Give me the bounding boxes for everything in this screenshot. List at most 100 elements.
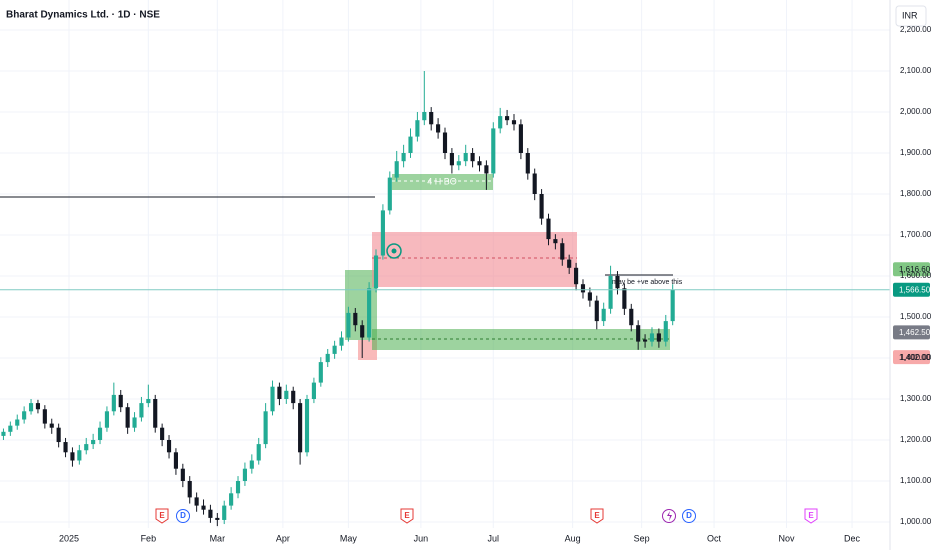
candle-body xyxy=(532,173,537,194)
candle-body xyxy=(201,505,206,510)
candle-body xyxy=(511,120,517,125)
candle-body xyxy=(539,194,544,219)
x-tick-label: Feb xyxy=(141,533,157,543)
candle-body xyxy=(373,255,379,289)
price-tag xyxy=(893,262,930,277)
candle-body xyxy=(180,468,185,481)
candle-body xyxy=(325,353,330,363)
price-tag-label: 1,402.00 xyxy=(899,353,931,362)
candle-body xyxy=(518,124,523,153)
candle-body xyxy=(560,243,565,260)
candle-body xyxy=(546,218,551,240)
event-label: D xyxy=(686,511,692,520)
candle-body xyxy=(132,417,137,428)
price-tag-label: 1,566.50 xyxy=(899,285,931,294)
candle-body xyxy=(42,409,47,424)
candle-body xyxy=(173,452,178,469)
marker[interactable] xyxy=(386,243,402,259)
candle-body xyxy=(139,403,144,418)
candle-body xyxy=(491,128,496,174)
event-label: E xyxy=(808,511,814,520)
candle-body xyxy=(636,325,641,342)
candle-body xyxy=(574,267,579,285)
candle-body xyxy=(56,427,61,443)
y-tick-label: 1,700.00 xyxy=(900,230,932,239)
y-tick-label: 1,500.00 xyxy=(900,312,932,321)
candle-body xyxy=(594,300,599,322)
event-icon[interactable] xyxy=(804,508,818,524)
y-tick-label: 2,100.00 xyxy=(900,66,932,75)
candle-body xyxy=(125,407,130,428)
event-icon[interactable] xyxy=(590,508,604,524)
candle-body xyxy=(394,161,399,178)
zone xyxy=(392,174,493,190)
candle-body xyxy=(194,497,199,506)
event-icon[interactable] xyxy=(682,509,696,523)
candle-body xyxy=(222,505,227,520)
x-tick-label: Jun xyxy=(414,533,429,543)
x-tick-label: Nov xyxy=(779,533,796,543)
candle-body xyxy=(587,292,592,301)
y-tick-label: 2,000.00 xyxy=(900,107,932,116)
price-tag xyxy=(893,282,930,297)
price-tag xyxy=(893,325,930,340)
candle-body xyxy=(422,112,427,121)
y-tick-label: 1,300.00 xyxy=(900,394,932,403)
candle-body xyxy=(166,440,172,453)
candle-body xyxy=(429,112,434,125)
candle-body xyxy=(622,288,627,309)
event-icon[interactable] xyxy=(155,508,169,524)
event-icon[interactable] xyxy=(176,509,190,523)
candle-body xyxy=(304,399,310,453)
event-label: E xyxy=(594,511,600,520)
candle-body xyxy=(663,321,668,342)
candle-body xyxy=(484,165,489,174)
currency: INR xyxy=(902,10,918,20)
candle-body xyxy=(97,427,103,440)
candle-body xyxy=(22,411,27,420)
annotation: 4 H BO xyxy=(427,176,457,186)
candle-body xyxy=(332,345,337,354)
y-tick-label: 1,100.00 xyxy=(900,476,932,485)
candle-body xyxy=(449,153,454,166)
y-tick-label: 1,900.00 xyxy=(900,148,932,157)
chart-title: Bharat Dynamics Ltd. · 1D · NSE xyxy=(6,10,160,21)
y-tick-label: 2,200.00 xyxy=(900,25,932,34)
event-glyph xyxy=(667,511,672,521)
candle-body xyxy=(208,509,213,518)
candle-body xyxy=(643,339,648,342)
candle-body xyxy=(477,161,482,166)
candle-body xyxy=(291,390,296,404)
x-tick-label: Apr xyxy=(276,533,290,543)
candle-body xyxy=(353,312,358,326)
x-tick-label: Sep xyxy=(634,533,650,543)
price-tags: 1,616.60 1,566.50 1,462.50 1,402.00 xyxy=(0,262,931,365)
marker xyxy=(391,248,397,254)
x-tick-label: Dec xyxy=(844,533,861,543)
candle-body xyxy=(160,427,165,440)
candle-body xyxy=(35,403,41,410)
candle-body xyxy=(601,308,606,322)
candle-body xyxy=(118,394,123,408)
candle-body xyxy=(146,399,151,404)
event-icon[interactable] xyxy=(400,508,414,524)
x-tick-label: Mar xyxy=(210,533,226,543)
candle-body xyxy=(387,177,392,211)
currency-box[interactable] xyxy=(895,5,927,27)
y-tick-label: 1,600.00 xyxy=(900,271,932,280)
candle-body xyxy=(553,239,558,244)
candle-body xyxy=(1,431,6,436)
candle-body xyxy=(408,136,413,153)
price-tag-label: 1,616.60 xyxy=(899,265,931,274)
candle-body xyxy=(111,394,116,412)
candle-body xyxy=(629,308,634,326)
candle-body xyxy=(367,288,372,338)
candle-body xyxy=(318,362,323,383)
events: E D E E D E xyxy=(155,508,818,524)
x-tick-label: 2025 xyxy=(59,533,79,543)
candle-body xyxy=(187,481,192,498)
candle-body xyxy=(235,481,241,494)
y-tick-label: 1,200.00 xyxy=(900,435,932,444)
candle-body xyxy=(311,382,316,399)
candles xyxy=(1,71,675,527)
